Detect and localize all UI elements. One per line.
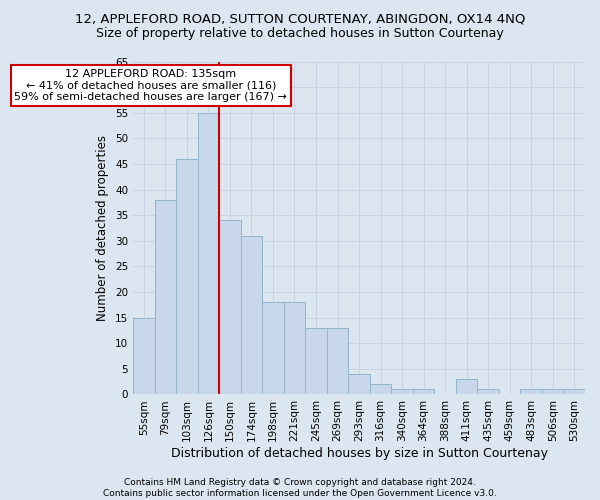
Bar: [241, 236, 262, 394]
Bar: [370, 384, 391, 394]
Bar: [305, 328, 327, 394]
Text: 12, APPLEFORD ROAD, SUTTON COURTENAY, ABINGDON, OX14 4NQ: 12, APPLEFORD ROAD, SUTTON COURTENAY, AB…: [75, 12, 525, 26]
X-axis label: Distribution of detached houses by size in Sutton Courtenay: Distribution of detached houses by size …: [170, 447, 548, 460]
Bar: [133, 318, 155, 394]
Bar: [478, 390, 499, 394]
Y-axis label: Number of detached properties: Number of detached properties: [97, 135, 109, 321]
Bar: [391, 390, 413, 394]
Text: Contains HM Land Registry data © Crown copyright and database right 2024.
Contai: Contains HM Land Registry data © Crown c…: [103, 478, 497, 498]
Bar: [563, 390, 585, 394]
Bar: [327, 328, 348, 394]
Bar: [219, 220, 241, 394]
Bar: [542, 390, 563, 394]
Bar: [197, 112, 219, 394]
Bar: [155, 200, 176, 394]
Text: 12 APPLEFORD ROAD: 135sqm
← 41% of detached houses are smaller (116)
59% of semi: 12 APPLEFORD ROAD: 135sqm ← 41% of detac…: [14, 69, 287, 102]
Bar: [262, 302, 284, 394]
Bar: [413, 390, 434, 394]
Text: Size of property relative to detached houses in Sutton Courtenay: Size of property relative to detached ho…: [96, 28, 504, 40]
Bar: [348, 374, 370, 394]
Bar: [176, 159, 197, 394]
Bar: [456, 379, 478, 394]
Bar: [520, 390, 542, 394]
Bar: [284, 302, 305, 394]
